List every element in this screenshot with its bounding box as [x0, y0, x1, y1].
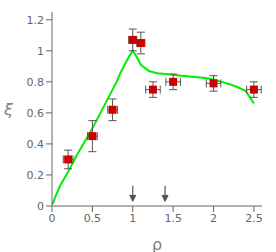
svg-text:1: 1 [129, 212, 136, 225]
svg-text:1: 1 [37, 45, 44, 58]
svg-text:0: 0 [37, 200, 44, 213]
svg-text:2.5: 2.5 [245, 212, 263, 225]
svg-text:1.2: 1.2 [27, 14, 45, 27]
svg-text:ξ: ξ [8, 100, 14, 119]
svg-text:0.2: 0.2 [27, 169, 45, 182]
svg-text:ρ: ρ [152, 235, 162, 252]
svg-text:0: 0 [49, 212, 56, 225]
svg-text:2: 2 [210, 212, 217, 225]
svg-text:0.4: 0.4 [27, 138, 45, 151]
svg-text:0.5: 0.5 [84, 212, 102, 225]
svg-text:0.8: 0.8 [27, 76, 45, 89]
svg-text:1.5: 1.5 [164, 212, 182, 225]
svg-text:0.6: 0.6 [27, 107, 45, 120]
